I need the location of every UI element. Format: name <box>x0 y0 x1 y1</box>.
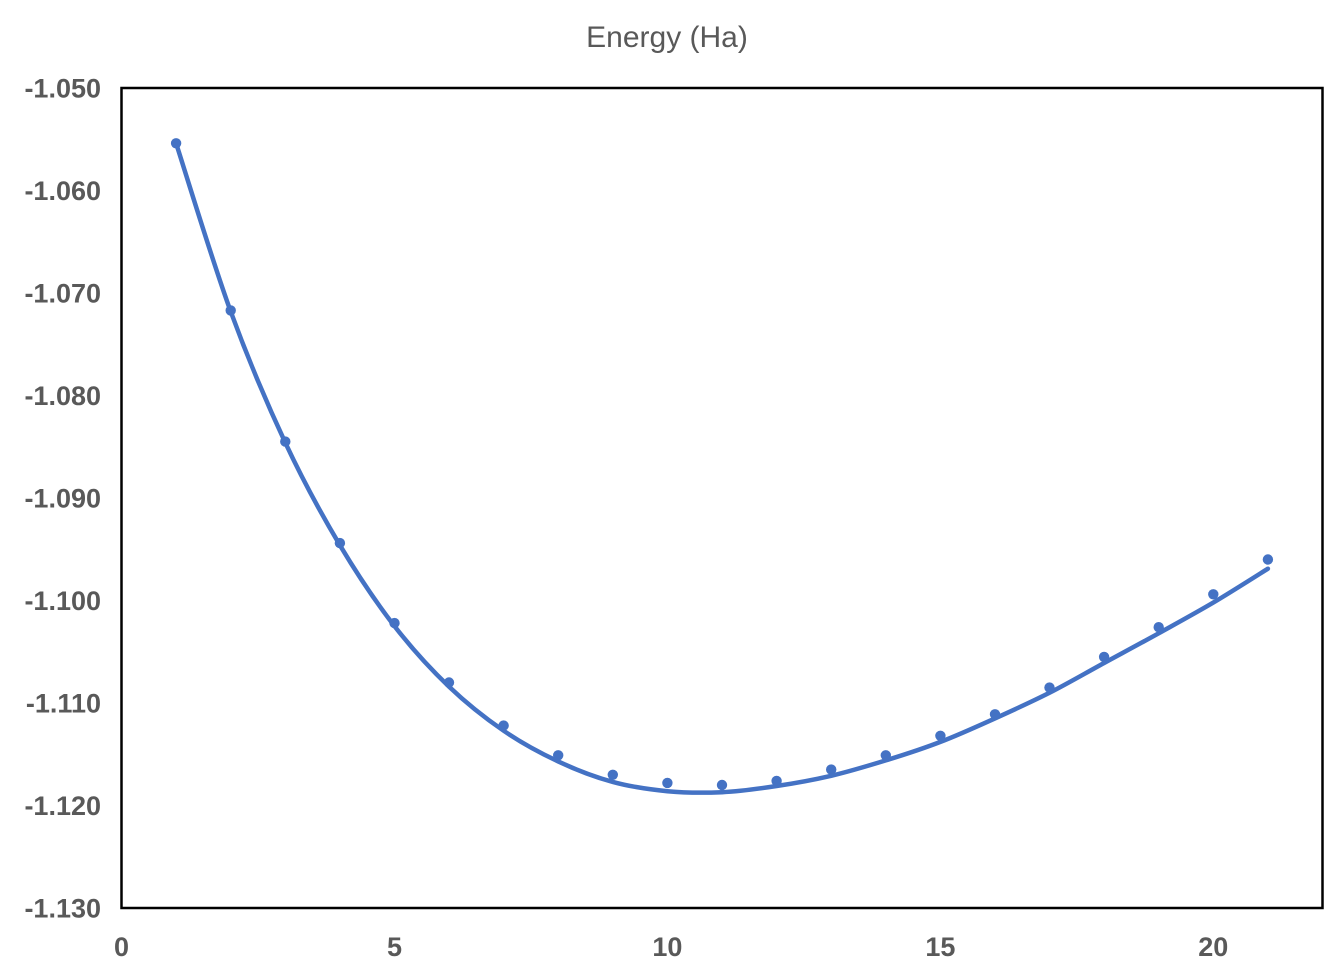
data-point <box>771 775 782 787</box>
y-axis-tick-label: -1.110 <box>26 689 101 719</box>
x-axis-tick-label: 15 <box>925 932 955 962</box>
y-axis-tick-label: -1.060 <box>24 176 101 206</box>
data-point <box>1098 651 1110 663</box>
trend-line <box>173 141 1271 795</box>
data-point <box>1262 554 1274 565</box>
y-axis-tick-label: -1.090 <box>24 484 101 514</box>
data-point <box>225 305 236 316</box>
chart-title: Energy (Ha) <box>586 21 748 54</box>
data-point <box>1044 682 1055 693</box>
data-point <box>989 709 1001 720</box>
x-axis-tick-label: 20 <box>1198 932 1228 962</box>
y-axis-tick-label: -1.070 <box>24 279 101 309</box>
data-point <box>716 779 728 791</box>
data-point <box>443 677 455 688</box>
data-point <box>662 777 673 789</box>
x-axis-tick-label: 5 <box>387 932 402 962</box>
data-point <box>826 764 837 775</box>
y-axis-tick-label: -1.050 <box>24 74 101 104</box>
data-point <box>880 750 891 761</box>
data-point <box>1153 622 1164 633</box>
x-axis-tick-label: 10 <box>652 932 682 962</box>
data-point <box>935 730 946 741</box>
y-axis-tick-label: -1.130 <box>24 894 101 924</box>
y-axis-tick-label: -1.120 <box>24 791 101 821</box>
x-axis-tick-label: 0 <box>114 932 129 962</box>
data-point <box>607 769 618 780</box>
chart-series <box>170 138 1274 795</box>
data-point <box>553 750 564 761</box>
data-point <box>498 720 509 731</box>
plot-area-border <box>120 86 1324 910</box>
axis-ticks: -1.050 -1.060 -1.070 -1.080 -1.090 -1.100 -1.1… <box>24 74 1228 963</box>
data-point <box>170 138 182 149</box>
y-axis-tick-label: -1.080 <box>24 381 101 411</box>
y-axis-tick-label: -1.100 <box>24 586 101 616</box>
data-point <box>280 436 291 447</box>
data-point <box>334 537 346 549</box>
data-point <box>1208 589 1219 600</box>
data-point <box>389 617 400 629</box>
